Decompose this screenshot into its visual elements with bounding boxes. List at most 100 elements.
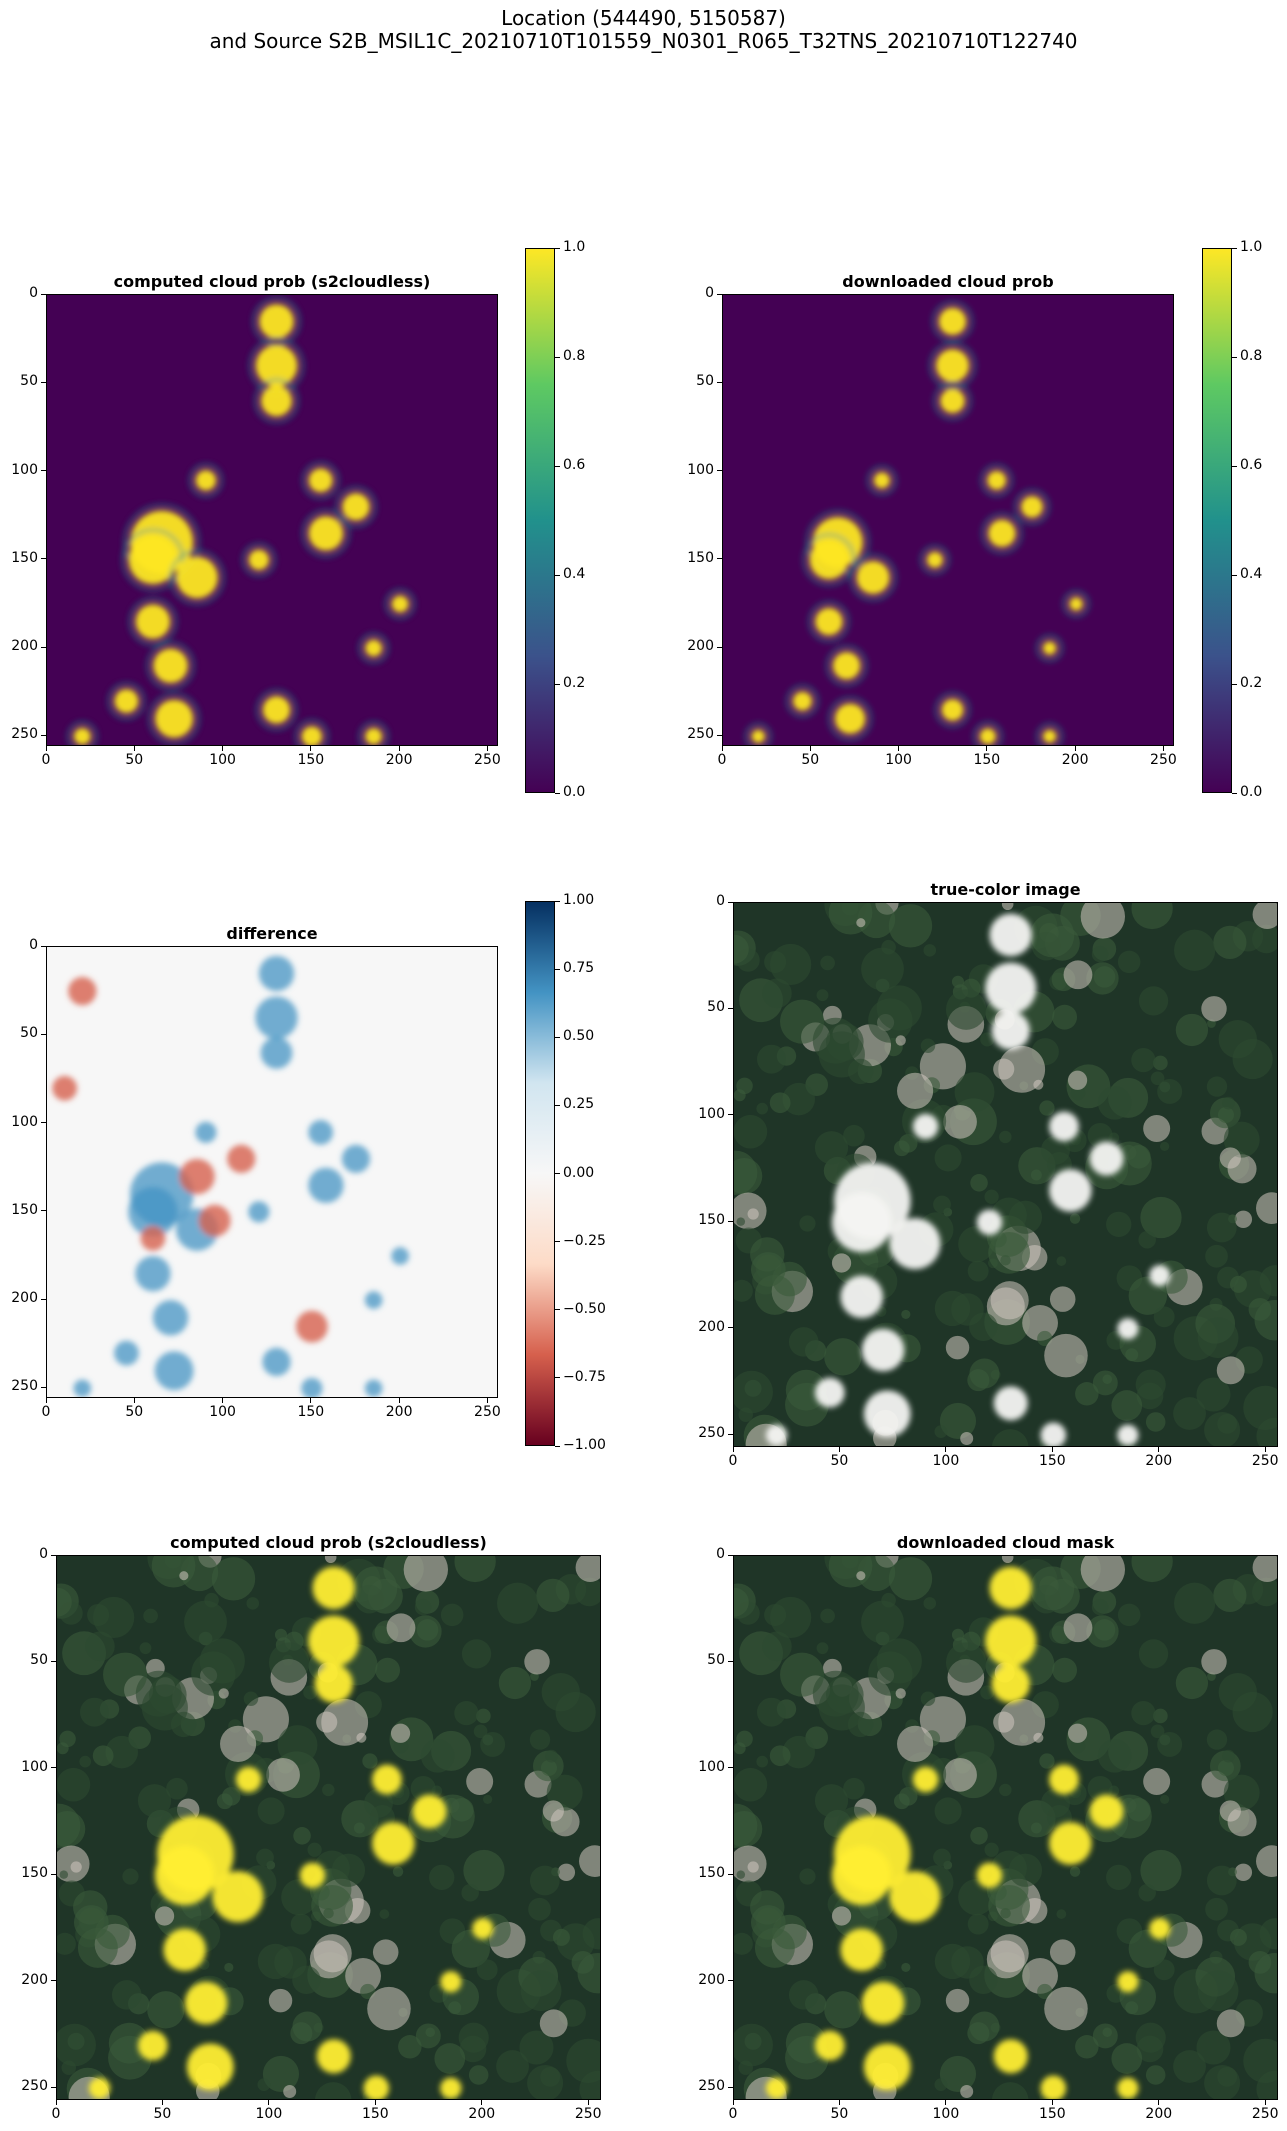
terrain-patch: [734, 1742, 746, 1755]
terrain-patch: [1039, 1100, 1055, 1116]
terrain-patch: [542, 1800, 564, 1822]
terrain-patch: [1063, 960, 1093, 990]
terrain-patch: [545, 1749, 558, 1763]
terrain-patch: [780, 1652, 825, 1697]
terrain-patch: [1001, 903, 1014, 911]
cloud-edge: [920, 545, 950, 575]
y-tick-label: 250: [687, 726, 714, 743]
cloud-blob: [889, 1871, 941, 1923]
panel-title: downloaded cloud prob: [842, 272, 1054, 291]
cloud-edge: [169, 550, 225, 605]
cloud-blob: [809, 540, 849, 580]
terrain-patch: [785, 2022, 827, 2064]
x-tick-mark: [721, 746, 723, 751]
terrain-patch: [1138, 986, 1169, 1016]
colorbar-tick-mark: [555, 1241, 560, 1243]
terrain-patch: [1125, 2001, 1139, 2015]
cloud-blob: [363, 2075, 390, 2099]
terrain-patch: [933, 1195, 951, 1214]
cloud-blob: [135, 1255, 171, 1292]
image-axes: [46, 294, 498, 746]
cloud-edge: [744, 723, 772, 745]
x-tick-mark: [133, 1398, 135, 1403]
cloud-blob: [814, 2030, 845, 2061]
terrain-patch: [143, 1608, 158, 1624]
cloud-edge: [929, 342, 976, 389]
cloud-blob: [255, 344, 298, 387]
terrain-patch: [324, 1556, 337, 1564]
cloud-blob: [1069, 596, 1084, 612]
terrain-patch: [372, 1939, 399, 1965]
terrain-patch: [519, 2030, 554, 2065]
y-tick-mark: [717, 470, 722, 472]
cloud-edge: [294, 719, 329, 745]
x-tick-mark: [161, 2100, 163, 2105]
cloud-edge: [335, 486, 377, 528]
cloud-blob: [814, 1377, 845, 1408]
terrain-patch: [970, 1174, 988, 1192]
terrain-patch: [1131, 1556, 1173, 1583]
terrain-patch: [476, 1959, 498, 1981]
terrain-patch: [990, 1281, 1029, 1320]
cloud-blob: [987, 519, 1017, 548]
y-tick-label: 200: [698, 1318, 725, 1335]
cloud-blob: [301, 1377, 323, 1397]
terrain-patch: [1039, 1753, 1055, 1769]
image-axes: [46, 946, 498, 1398]
y-tick-mark: [41, 1386, 46, 1388]
colorbar-tick-label: 0.8: [1240, 348, 1263, 364]
terrain-patch: [555, 1691, 596, 1733]
terrain-patch: [945, 1642, 987, 1683]
negative-difference-region: [198, 1204, 231, 1237]
terrain-patch: [888, 904, 933, 948]
terrain-patch: [536, 1578, 570, 1612]
x-tick-label: 150: [361, 2106, 389, 2122]
terrain-patch: [788, 1327, 819, 1357]
y-tick-mark: [728, 2086, 733, 2088]
cloud-edge: [981, 512, 1023, 554]
cloud-blob: [163, 1928, 207, 1972]
x-tick-label: 0: [728, 2106, 738, 2122]
terrain-patch: [861, 1600, 904, 1644]
cloud-blob: [341, 492, 371, 521]
terrain-patch: [945, 1335, 970, 1360]
terrain-patch: [954, 1725, 995, 1765]
cloud-edge: [302, 509, 350, 558]
terrain-patch: [293, 1827, 311, 1845]
cloud-blob: [1049, 1111, 1079, 1142]
terrain-patch: [738, 1407, 753, 1422]
colorbar-tick-mark: [555, 574, 560, 576]
cloud-blob: [1042, 641, 1057, 656]
terrain-patch: [939, 1402, 977, 1440]
terrain-patch: [1217, 1413, 1238, 1434]
terrain-patch: [1022, 1305, 1058, 1341]
terrain-patch: [969, 1358, 1000, 1389]
y-tick-mark: [728, 1660, 733, 1662]
cloud-blob: [308, 1120, 334, 1145]
x-tick-label: 50: [125, 752, 144, 768]
x-tick-mark: [374, 2100, 376, 2105]
cloud-blob: [364, 727, 383, 745]
x-tick-label: 200: [385, 1404, 413, 1420]
terrain-patch: [818, 1031, 865, 1078]
y-tick-label: 250: [698, 2078, 725, 2095]
x-tick-mark: [898, 746, 900, 751]
terrain-patch: [1256, 1192, 1277, 1224]
y-tick-mark: [717, 381, 722, 383]
terrain-patch: [939, 2055, 977, 2093]
cloud-blob: [258, 955, 295, 992]
terrain-patch: [262, 2055, 300, 2093]
terrain-patch: [1008, 1853, 1043, 1887]
terrain-patch: [1067, 1070, 1088, 1090]
terrain-patch: [951, 1946, 984, 1979]
terrain-patch: [831, 1253, 852, 1273]
terrain-patch: [734, 1803, 758, 1848]
terrain-patch: [166, 1777, 188, 1800]
terrain-patch: [108, 2022, 150, 2064]
terrain-patch: [734, 1089, 746, 1102]
cloud-blob: [1117, 1424, 1139, 1446]
y-tick-label: 0: [39, 1546, 48, 1562]
terrain-patch: [1254, 1299, 1277, 1341]
terrain-patch: [529, 1729, 551, 1750]
cloud-blob: [1049, 1822, 1092, 1865]
